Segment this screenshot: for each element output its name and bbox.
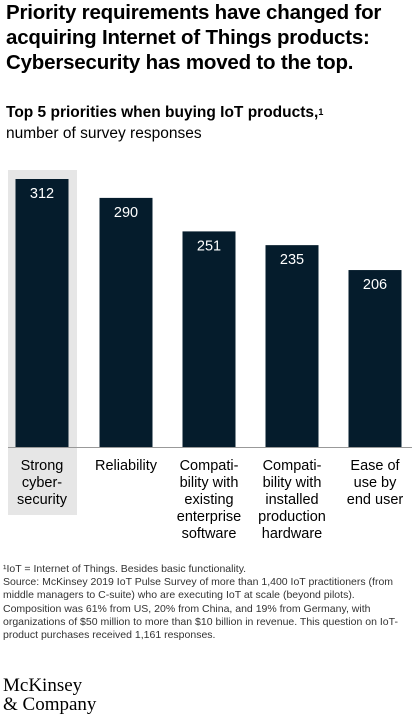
- footnote-marker: 1: [318, 107, 324, 117]
- mckinsey-logo: McKinsey & Company: [3, 676, 96, 714]
- category-label-line: Compati-: [180, 458, 239, 474]
- chart-subtitle: Top 5 priorities when buying IoT product…: [6, 103, 323, 123]
- category-label-line: end user: [347, 492, 404, 508]
- category-label-line: security: [17, 492, 68, 508]
- category-label-line: cyber-: [22, 475, 62, 491]
- bar-2: [99, 197, 153, 447]
- category-label-line: Reliability: [95, 458, 158, 474]
- category-label-line: Ease of: [350, 458, 400, 474]
- category-label-5: Ease of use by end user: [347, 458, 404, 508]
- category-label-line: enterprise: [177, 509, 241, 525]
- source-note: Source: McKinsey 2019 IoT Pulse Survey o…: [3, 576, 398, 642]
- category-label-line: Compati-: [263, 458, 322, 474]
- bar-value-label-2: 290: [114, 205, 138, 221]
- category-label-2: Reliability: [95, 458, 158, 474]
- category-label-line: software: [182, 526, 237, 542]
- category-label-line: bility with: [180, 475, 239, 491]
- footnote-definition: ¹IoT = Internet of Things. Besides basic…: [3, 563, 247, 575]
- bar-4: [265, 245, 319, 447]
- category-label-line: use by: [354, 475, 397, 491]
- category-label-line: hardware: [262, 526, 322, 542]
- category-label-3: Compati-bility with existing enterprise sof…: [177, 458, 241, 542]
- bar-3: [182, 231, 236, 447]
- bar-chart: 312 Strong cyber-security 290 Reliability 251…: [8, 170, 412, 542]
- bar-1: [15, 179, 69, 447]
- category-label-line: installed: [265, 492, 318, 508]
- category-label-line: production: [258, 509, 326, 525]
- category-label-line: bility with: [263, 475, 322, 491]
- category-label-1: Strong cyber-security: [17, 458, 68, 508]
- logo-line-2: & Company: [3, 694, 97, 715]
- bar-value-label-4: 235: [280, 252, 304, 268]
- subtitle-text: Top 5 priorities when buying IoT product…: [6, 104, 319, 121]
- unit-label: number of survey responses: [6, 125, 202, 142]
- category-label-line: existing: [184, 492, 233, 508]
- bar-5: [348, 270, 402, 447]
- bar-value-label-3: 251: [197, 238, 221, 254]
- bar-value-label-5: 206: [363, 277, 387, 293]
- logo-line-1: McKinsey: [3, 675, 83, 696]
- category-label-line: Strong: [21, 458, 64, 474]
- footnotes: ¹IoT = Internet of Things. Besides basic…: [3, 563, 411, 642]
- bar-value-label-1: 312: [30, 186, 54, 202]
- category-label-4: Compati-bility with installed production ha…: [258, 458, 326, 542]
- chart-headline: Priority requirements have changed for a…: [6, 1, 382, 74]
